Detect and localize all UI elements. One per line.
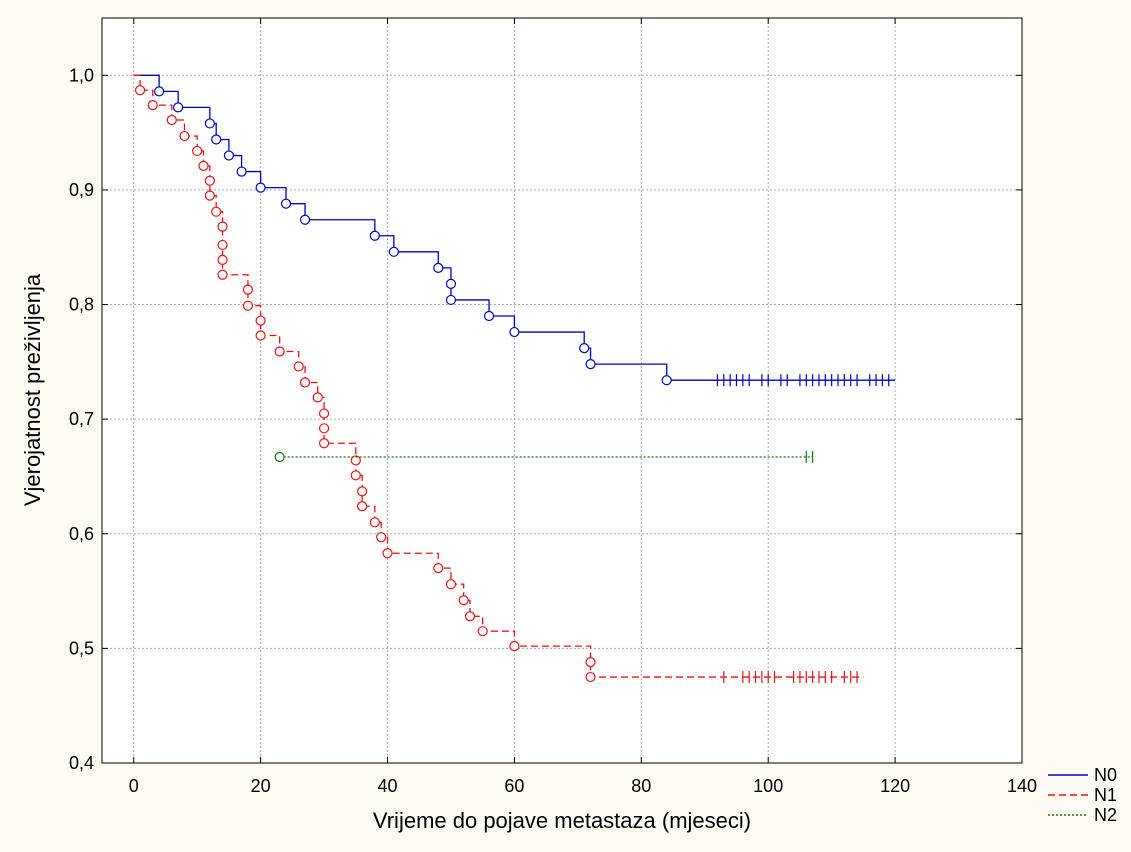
grid-lines bbox=[102, 18, 1022, 763]
event-point bbox=[173, 102, 184, 113]
event-point bbox=[369, 517, 380, 528]
event-point bbox=[376, 532, 387, 543]
series-n0 bbox=[133, 74, 896, 387]
x-tick-label: 60 bbox=[504, 776, 524, 796]
event-point bbox=[445, 278, 457, 290]
event-point bbox=[445, 579, 457, 590]
event-point bbox=[464, 611, 476, 622]
event-point bbox=[204, 190, 215, 201]
legend-label-n0: N0 bbox=[1094, 765, 1117, 785]
y-axis-label: Vjerojatnost preživljenja bbox=[20, 273, 45, 506]
y-tick-label: 0,9 bbox=[69, 180, 94, 200]
event-point bbox=[242, 284, 254, 295]
series-layer bbox=[133, 74, 896, 684]
event-point bbox=[357, 501, 368, 512]
y-axis-ticks: 0,4 0,5 0,6 0,7 0,8 0,9 1,0 bbox=[69, 65, 1022, 773]
event-point bbox=[318, 423, 330, 434]
event-point bbox=[217, 269, 228, 280]
event-point bbox=[223, 150, 234, 161]
event-point bbox=[211, 206, 222, 217]
event-point bbox=[433, 262, 444, 273]
event-point bbox=[318, 438, 330, 449]
event-point bbox=[242, 300, 254, 311]
series-n2 bbox=[274, 450, 814, 463]
event-point bbox=[350, 470, 361, 481]
event-point bbox=[255, 315, 266, 326]
event-point bbox=[204, 175, 215, 186]
legend-label-n2: N2 bbox=[1094, 805, 1117, 825]
event-point bbox=[585, 671, 596, 683]
x-axis-ticks: 0 20 40 60 80 100 120 140 bbox=[129, 18, 1037, 796]
event-point bbox=[255, 330, 266, 341]
event-point bbox=[154, 86, 165, 97]
event-point bbox=[357, 486, 368, 497]
event-point bbox=[585, 359, 596, 370]
event-point bbox=[579, 342, 590, 354]
event-point bbox=[661, 375, 672, 386]
y-tick-label: 1,0 bbox=[69, 65, 94, 85]
event-point bbox=[236, 166, 247, 177]
x-tick-label: 80 bbox=[631, 776, 651, 796]
event-point bbox=[318, 408, 330, 419]
y-tick-label: 0,4 bbox=[69, 753, 94, 773]
event-point bbox=[483, 310, 495, 322]
event-point bbox=[350, 455, 361, 466]
x-tick-label: 140 bbox=[1007, 776, 1037, 796]
event-point bbox=[369, 230, 380, 241]
event-point bbox=[388, 246, 399, 257]
y-tick-label: 0,7 bbox=[69, 409, 94, 429]
event-point bbox=[509, 640, 520, 652]
event-point bbox=[192, 145, 203, 157]
event-point bbox=[299, 214, 311, 225]
series-n1 bbox=[133, 74, 864, 684]
x-tick-label: 20 bbox=[251, 776, 271, 796]
x-tick-label: 40 bbox=[378, 776, 398, 796]
y-tick-label: 0,5 bbox=[69, 638, 94, 658]
event-point bbox=[274, 346, 285, 357]
event-point bbox=[217, 221, 228, 232]
event-point bbox=[312, 392, 323, 403]
event-point bbox=[477, 626, 488, 637]
event-point bbox=[509, 326, 520, 338]
event-point bbox=[382, 548, 393, 559]
event-point bbox=[433, 563, 444, 574]
event-point bbox=[211, 134, 222, 145]
event-point bbox=[255, 182, 266, 193]
x-axis-label: Vrijeme do pojave metastaza (mjeseci) bbox=[373, 808, 751, 833]
event-point bbox=[585, 657, 596, 668]
event-point bbox=[217, 239, 228, 251]
event-point bbox=[179, 130, 190, 142]
event-point bbox=[458, 595, 469, 606]
x-tick-label: 0 bbox=[129, 776, 139, 796]
event-point bbox=[293, 361, 304, 372]
event-point bbox=[204, 118, 215, 129]
plot-area bbox=[101, 17, 1023, 764]
event-point bbox=[445, 294, 457, 306]
event-point bbox=[147, 100, 158, 111]
event-point bbox=[217, 254, 228, 265]
x-tick-label: 100 bbox=[753, 776, 783, 796]
event-point bbox=[299, 377, 311, 388]
event-point bbox=[134, 85, 146, 96]
event-point bbox=[198, 160, 209, 171]
legend-label-n1: N1 bbox=[1094, 785, 1117, 805]
event-point bbox=[166, 114, 177, 126]
x-tick-label: 120 bbox=[880, 776, 910, 796]
event-point bbox=[280, 198, 292, 209]
y-tick-label: 0,8 bbox=[69, 295, 94, 315]
y-tick-label: 0,6 bbox=[69, 524, 94, 544]
event-point bbox=[274, 451, 285, 463]
